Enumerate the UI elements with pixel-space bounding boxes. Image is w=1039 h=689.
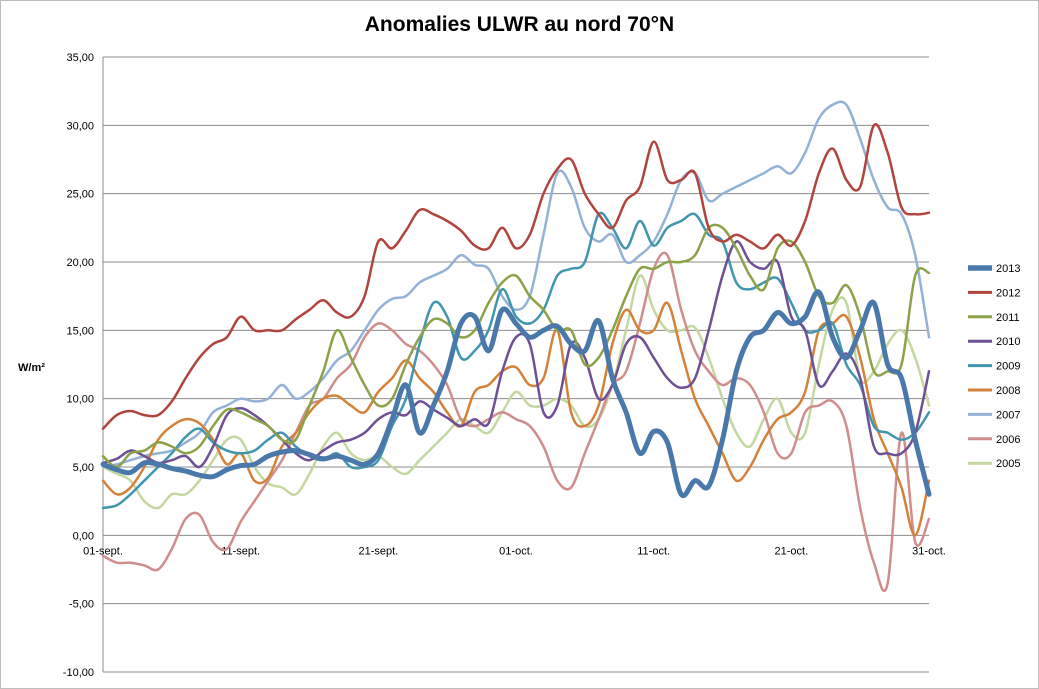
legend-label-2012: 2012 bbox=[996, 287, 1020, 299]
y-tick-label: 5,00 bbox=[73, 462, 94, 474]
legend-label-2006: 2006 bbox=[996, 434, 1020, 446]
series-line-2007 bbox=[101, 100, 931, 469]
legend-label-2010: 2010 bbox=[996, 336, 1020, 348]
x-tick-label: 01-sept. bbox=[83, 545, 123, 557]
grid-lines bbox=[102, 56, 929, 673]
legend-label-2013: 2013 bbox=[996, 263, 1020, 275]
series-line-2012 bbox=[101, 123, 931, 430]
series-line-2013 bbox=[100, 289, 932, 499]
legend-label-2005: 2005 bbox=[996, 458, 1020, 470]
series-line-2009 bbox=[101, 211, 931, 510]
legend-label-2011: 2011 bbox=[996, 312, 1020, 324]
series-line-2006 bbox=[101, 251, 931, 593]
x-tick-label: 11-sept. bbox=[221, 545, 260, 557]
legend-label-2009: 2009 bbox=[996, 361, 1020, 373]
legend-label-2008: 2008 bbox=[996, 385, 1020, 397]
y-tick-label: 30,00 bbox=[66, 120, 94, 132]
legend-label-2007: 2007 bbox=[996, 409, 1020, 421]
y-tick-label: 35,00 bbox=[66, 52, 94, 64]
y-tick-label: 10,00 bbox=[66, 394, 94, 406]
x-tick-label: 21-oct. bbox=[775, 545, 809, 557]
series-line-2005 bbox=[101, 274, 931, 510]
y-tick-label: 0,00 bbox=[73, 530, 94, 542]
x-tick-label: 21-sept. bbox=[358, 545, 398, 557]
chart-title: Anomalies ULWR au nord 70°N bbox=[364, 13, 675, 36]
y-tick-label: -10,00 bbox=[63, 667, 94, 679]
series-line-2010 bbox=[101, 240, 931, 469]
y-axis-ticks: -10,00 -5,00 0,00 5,00 10,00 15,00 20,00 25,00 3… bbox=[63, 52, 94, 679]
y-tick-label: 25,00 bbox=[66, 189, 94, 201]
series-lines bbox=[100, 100, 932, 593]
y-tick-label: -5,00 bbox=[69, 599, 94, 611]
x-axis-ticks: 01-sept. 11-sept. 21-sept. 01-oct. 11-oct. 21… bbox=[83, 545, 946, 557]
y-tick-label: 15,00 bbox=[66, 325, 94, 337]
x-tick-label: 11-oct. bbox=[637, 545, 670, 557]
y-axis-label: W/m² bbox=[18, 362, 45, 374]
x-tick-label: 31-oct. bbox=[912, 545, 946, 557]
legend: 2013 2012 2011 2010 2009 2008 2007 2006 2005 bbox=[968, 263, 1020, 470]
series-line-2011 bbox=[101, 223, 931, 469]
x-tick-label: 01-oct. bbox=[499, 545, 533, 557]
y-tick-label: 20,00 bbox=[66, 257, 94, 269]
